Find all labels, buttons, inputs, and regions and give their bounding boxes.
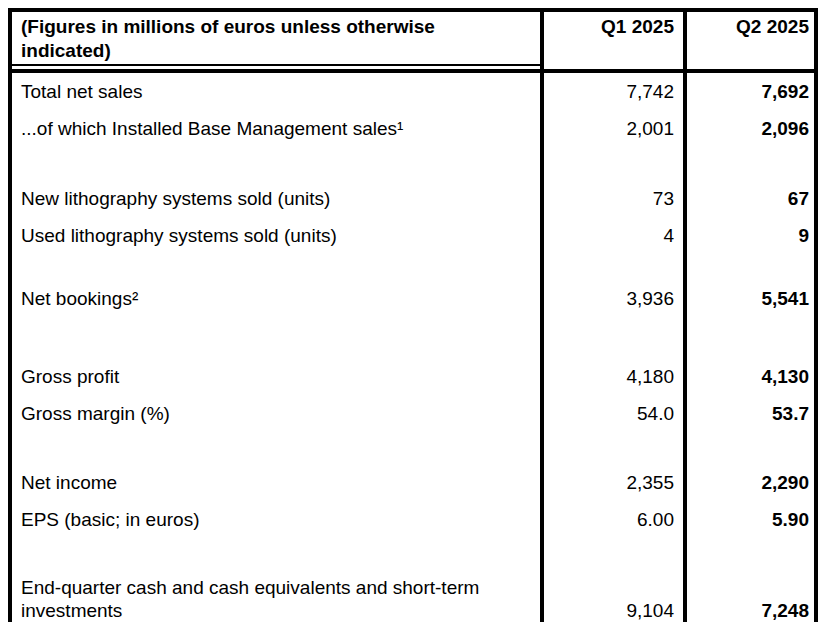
row-label: New lithography systems sold (units): [10, 180, 542, 217]
q1-value: 3,936: [542, 280, 685, 317]
spacer-row: [10, 317, 816, 358]
table-row-total-net-sales: Total net sales 7,742 7,692: [10, 71, 816, 110]
spacer-row: [10, 147, 816, 180]
q2-value: 53.7: [685, 395, 816, 432]
header-row: (Figures in millions of euros unless oth…: [10, 10, 816, 71]
q1-value: 2,355: [542, 464, 685, 501]
row-label: Net income: [10, 464, 542, 501]
spacer-row: [10, 432, 816, 464]
q1-value: 54.0: [542, 395, 685, 432]
q2-value: 4,130: [685, 358, 816, 395]
spacer-row: [10, 538, 816, 566]
table-caption: (Figures in millions of euros unless oth…: [12, 12, 540, 66]
q1-value: 9,104: [542, 566, 685, 622]
q1-value: 6.00: [542, 501, 685, 538]
q2-value: 9: [685, 217, 816, 254]
column-header-q2-2025: Q2 2025: [685, 10, 816, 71]
caption-line2: indicated): [21, 40, 111, 61]
row-label: ...of which Installed Base Management sa…: [10, 110, 542, 147]
table-row-gross-profit: Gross profit 4,180 4,130: [10, 358, 816, 395]
table-row-eps: EPS (basic; in euros) 6.00 5.90: [10, 501, 816, 538]
q2-value: 2,290: [685, 464, 816, 501]
table-row-net-income: Net income 2,355 2,290: [10, 464, 816, 501]
row-label: Used lithography systems sold (units): [10, 217, 542, 254]
quarterly-results-table: (Figures in millions of euros unless oth…: [8, 8, 818, 622]
q2-value: 2,096: [685, 110, 816, 147]
q2-value: 67: [685, 180, 816, 217]
table-row-used-lithography-systems: Used lithography systems sold (units) 4 …: [10, 217, 816, 254]
q1-value: 7,742: [542, 71, 685, 110]
q2-value: 5,541: [685, 280, 816, 317]
spacer-row: [10, 254, 816, 280]
column-header-q1-2025: Q1 2025: [542, 10, 685, 71]
q2-value: 5.90: [685, 501, 816, 538]
table-row-installed-base-management-sales: ...of which Installed Base Management sa…: [10, 110, 816, 147]
row-label: End-quarter cash and cash equivalents an…: [10, 566, 542, 622]
table-row-net-bookings: Net bookings² 3,936 5,541: [10, 280, 816, 317]
q1-value: 73: [542, 180, 685, 217]
row-label: Total net sales: [10, 71, 542, 110]
q2-value: 7,248: [685, 566, 816, 622]
row-label: Net bookings²: [10, 280, 542, 317]
table-row-new-lithography-systems: New lithography systems sold (units) 73 …: [10, 180, 816, 217]
row-label: Gross margin (%): [10, 395, 542, 432]
q1-value: 2,001: [542, 110, 685, 147]
q2-value: 7,692: [685, 71, 816, 110]
q1-value: 4,180: [542, 358, 685, 395]
row-label: Gross profit: [10, 358, 542, 395]
header-caption-cell: (Figures in millions of euros unless oth…: [10, 10, 542, 71]
row-label: EPS (basic; in euros): [10, 501, 542, 538]
table-row-gross-margin: Gross margin (%) 54.0 53.7: [10, 395, 816, 432]
caption-line1: (Figures in millions of euros unless oth…: [21, 16, 435, 37]
q1-value: 4: [542, 217, 685, 254]
table-row-end-quarter-cash: End-quarter cash and cash equivalents an…: [10, 566, 816, 622]
